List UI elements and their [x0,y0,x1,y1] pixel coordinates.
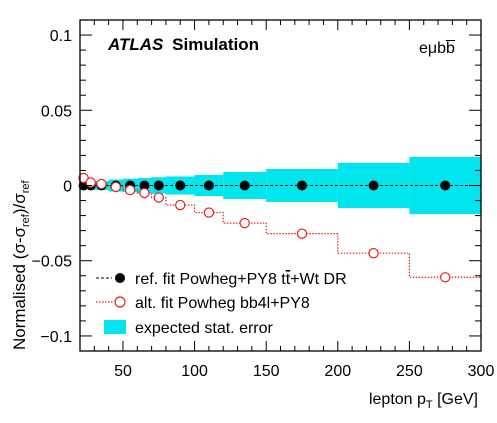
legend: ref. fit Powheg+PY8 tt+Wt DR alt. fit Po… [96,271,347,337]
legend-label-ref: ref. fit Powheg+PY8 tt+Wt DR [135,271,347,288]
channel-label: eμbb̅ [419,39,456,57]
alt-point [96,178,107,190]
x-tick-label: 250 [396,363,423,380]
alt-point [239,217,250,229]
alt-point [175,199,186,211]
ref-point [139,180,150,191]
y-axis-ticks: 0.1 0.05 0 −0.05 −0.1 [32,19,481,352]
legend-label-stat: expected stat. error [135,320,274,337]
x-axis-label: lepton pT [GeV] [369,391,478,411]
alt-point [439,272,451,283]
y-tick-label: 0.05 [41,103,72,120]
ref-point [296,180,307,191]
y-tick-label: 0 [63,179,72,196]
alt-series-points [78,172,451,283]
x-tick-label: 200 [324,363,351,380]
alt-point [110,181,122,193]
alt-point [153,192,164,203]
y-axis-label: Normalised (σ-σref)/σref [10,179,32,350]
legend-label-alt: alt. fit Powheg bb4l+PY8 [135,295,310,312]
y-tick-label: −0.1 [40,329,72,346]
x-axis-ticks: 50 100 150 200 250 300 [79,20,495,380]
x-tick-label: 150 [253,363,280,380]
y-tick-label: 0.1 [50,28,72,45]
atlas-label: ATLAS Simulation [107,35,259,54]
ref-point [175,180,186,191]
alt-point [368,248,379,259]
x-tick-label: 50 [114,363,132,380]
ref-point [368,180,379,191]
alt-point [124,184,136,196]
alt-point [203,207,215,218]
alt-point [296,228,308,239]
alt-point [139,187,150,199]
x-tick-label: 100 [181,363,208,380]
ref-point [239,180,250,191]
ref-point [440,180,451,191]
legend-entry-ref: ref. fit Powheg+PY8 tt+Wt DR [96,271,347,288]
ref-point [153,180,164,191]
legend-entry-stat: expected stat. error [104,320,274,337]
ref-point [203,180,214,191]
y-tick-label: −0.05 [32,254,73,271]
alt-point [85,177,96,188]
legend-entry-alt: alt. fit Powheg bb4l+PY8 [96,295,310,312]
x-tick-label: 300 [468,363,495,380]
